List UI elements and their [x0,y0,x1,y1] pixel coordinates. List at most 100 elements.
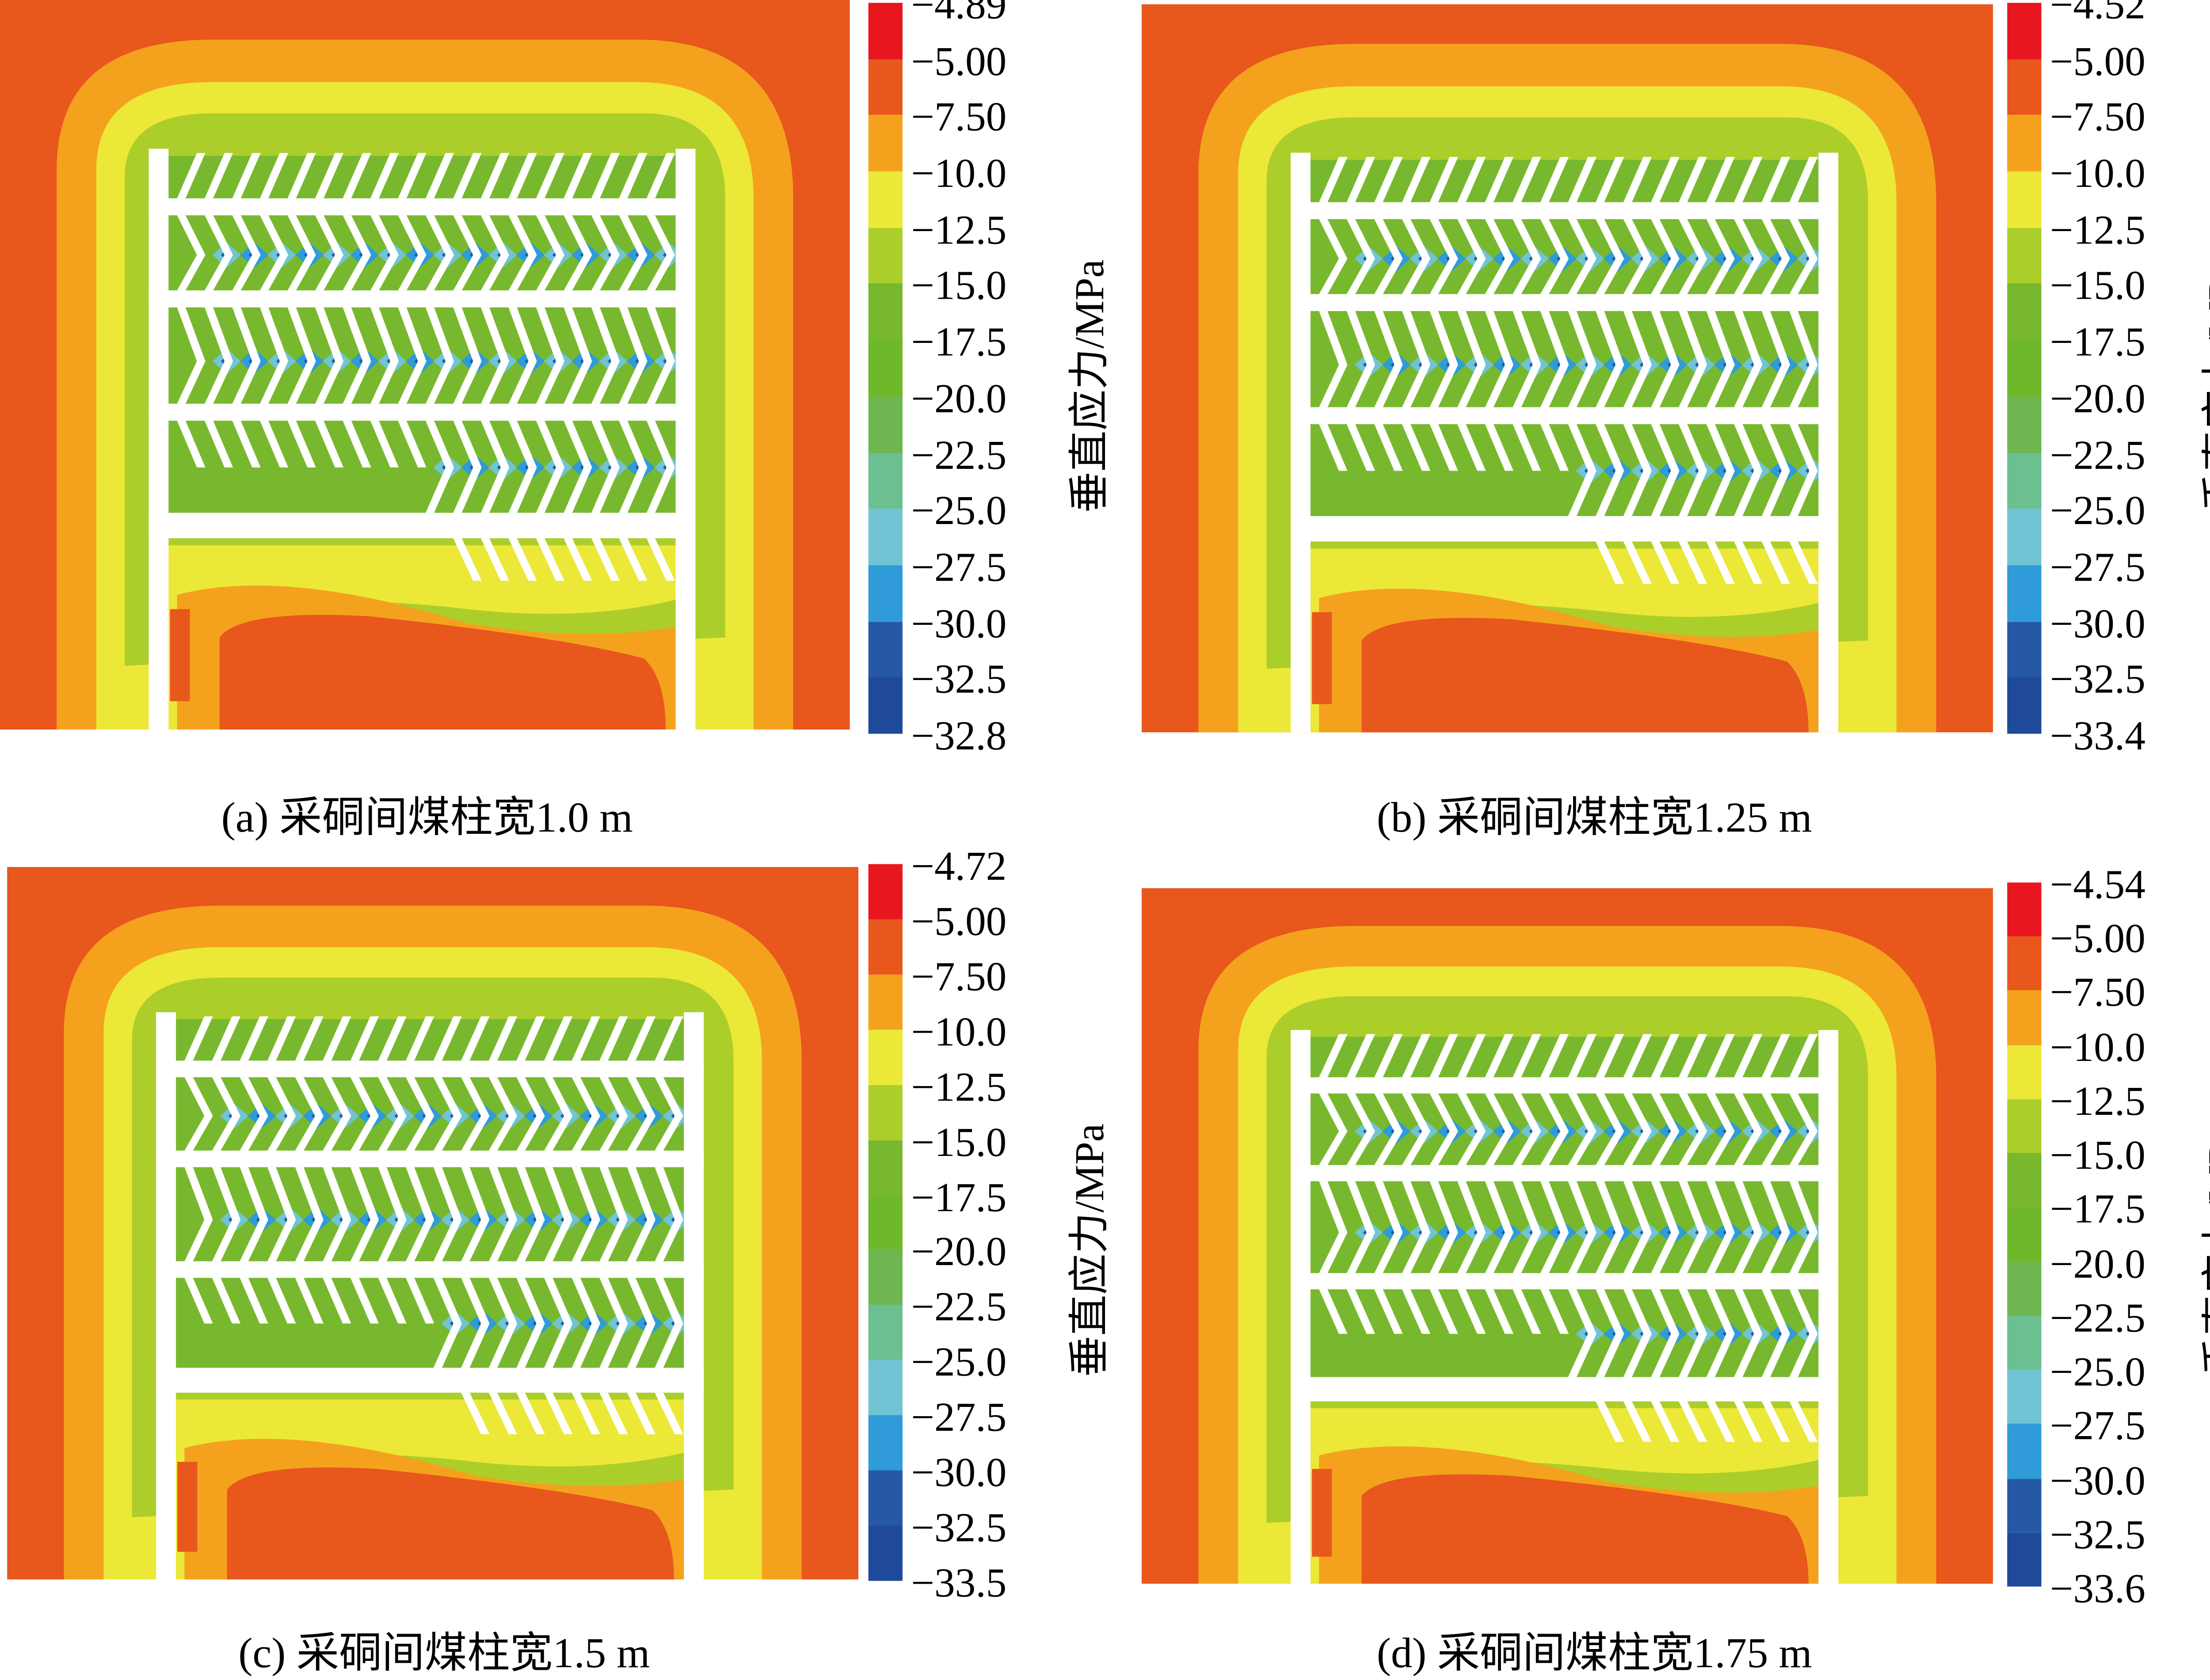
colorbar-tick-label: −33.4 [2050,714,2145,760]
colorbar-segment [2007,284,2042,341]
mining-opening [1706,1232,1735,1273]
mining-opening [1457,424,1486,471]
mining-opening [572,1077,600,1116]
mining-opening [1706,471,1735,516]
mining-opening [1540,219,1569,259]
mining-opening [323,1116,351,1151]
mining-opening [1319,1181,1348,1233]
mining-opening [508,307,537,361]
mining-opening [1540,311,1569,365]
mining-opening [1761,1334,1790,1377]
mining-opening [1734,1093,1763,1132]
mining-opening [1734,541,1763,584]
colorbar-tick-label: −32.5 [2050,658,2145,703]
mining-opening [544,1323,573,1368]
mining-opening [1596,157,1624,202]
colorbar-segment [868,1195,903,1251]
mining-opening [343,153,371,198]
mining-opening [1706,1289,1735,1334]
mining-opening [1761,424,1790,471]
horizontal-roadway [1291,516,1839,542]
mining-opening [1457,311,1486,365]
mining-opening [461,1277,490,1324]
mining-opening [425,153,454,198]
mining-opening [240,1116,268,1151]
mining-opening [1429,1232,1458,1273]
colorbar-tick-label: −4.89 [911,0,1007,29]
pillar-right-roadway [684,1012,704,1580]
mining-opening [516,1220,545,1262]
mining-opening [1457,1181,1486,1233]
colorbar-segment [868,864,903,920]
mining-opening [1568,1334,1597,1377]
colorbar-tick-label: −5.00 [911,39,1007,85]
mining-opening [1623,1401,1652,1442]
mining-opening [480,255,510,291]
mining-opening [516,1277,545,1324]
mining-opening [1734,1334,1763,1377]
mining-opening [1623,157,1652,202]
mining-opening [1651,365,1680,407]
horizontal-roadway [156,1261,704,1278]
mining-opening [1761,1131,1790,1165]
mining-opening [646,215,675,255]
mining-opening [461,1323,490,1368]
mining-opening [240,1220,268,1262]
mining-opening [1678,258,1707,294]
mining-opening [1429,424,1458,471]
mining-opening [1319,1232,1348,1273]
pillar-left-roadway [1291,1030,1311,1584]
mining-opening [433,1116,462,1151]
colorbar-tick-label: −7.50 [911,95,1007,141]
mining-opening [260,215,289,255]
mining-opening [1568,219,1597,259]
mining-opening [1568,1131,1597,1165]
colorbar-tick-label: −17.5 [911,320,1007,366]
mining-opening [591,361,620,404]
mining-opening [1429,1131,1458,1165]
mining-opening [267,1167,296,1220]
mining-opening [1761,1181,1790,1233]
colorbar-tick-label: −12.5 [2050,208,2145,254]
mining-opening [508,361,537,404]
colorbar-tick-label: −7.50 [2050,95,2145,141]
mining-opening [1485,311,1514,365]
mining-opening [1596,258,1624,294]
colorbar-segment [868,509,903,566]
mining-opening [1706,365,1735,407]
mining-opening [1623,1131,1652,1165]
mining-opening [1568,471,1597,516]
mining-opening [1457,1289,1486,1334]
mining-opening [536,538,565,581]
mining-opening [1540,1034,1569,1077]
colorbar-segment [868,340,903,397]
mining-opening [619,307,648,361]
mining-opening [1789,365,1818,407]
mining-opening [287,361,316,404]
mining-opening [536,215,565,255]
mining-opening [627,1016,656,1061]
mining-opening [1540,1181,1569,1233]
mining-opening [1623,1181,1652,1233]
mining-opening [591,153,620,198]
mining-opening [1761,1289,1790,1334]
mining-opening [425,255,454,291]
mining-opening [655,1167,683,1220]
contour-spot [170,609,190,701]
mining-opening [1374,424,1403,471]
mining-opening [488,1323,518,1368]
colorbar-segment [2007,1045,2042,1100]
colorbar-segment [2007,509,2042,566]
mining-opening [461,1116,490,1151]
mining-opening [1596,471,1624,516]
mining-opening [627,1116,656,1151]
mining-opening [1374,365,1403,407]
colorbar-segment [868,1305,903,1361]
mining-opening [1623,1093,1652,1132]
mining-opening [260,153,289,198]
mining-opening [398,421,427,468]
mining-opening [350,1220,379,1262]
mining-opening [267,1016,296,1061]
mining-opening [1734,1232,1763,1273]
